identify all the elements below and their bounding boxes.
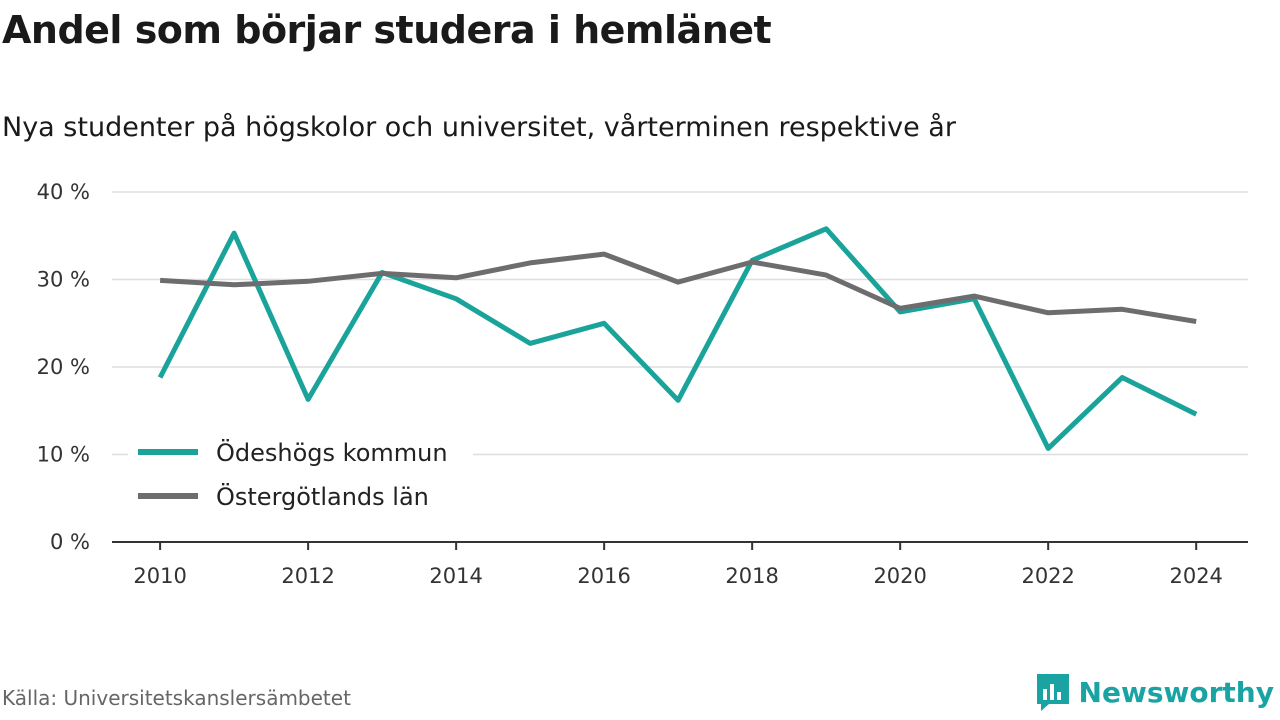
series-lines — [157, 226, 1198, 451]
x-tick-label: 2020 — [873, 564, 926, 588]
x-tick-label: 2024 — [1169, 564, 1222, 588]
series-line-1 — [157, 226, 1198, 451]
x-tick-label: 2010 — [133, 564, 186, 588]
brand-name: Newsworthy — [1078, 675, 1274, 709]
y-tick-label: 30 % — [37, 268, 90, 292]
x-tick-label: 2018 — [725, 564, 778, 588]
y-tick-label: 0 % — [50, 530, 90, 554]
chart-title: Andel som börjar studera i hemlänet — [2, 8, 772, 52]
legend: Ödeshögs kommun Östergötlands län — [128, 428, 473, 524]
x-tick-label: 2014 — [429, 564, 482, 588]
legend-label-2: Östergötlands län — [216, 482, 429, 511]
source-note: Källa: Universitetskanslersämbetet — [2, 686, 351, 710]
x-tick-label: 2012 — [281, 564, 334, 588]
newsworthy-logo-icon — [1036, 674, 1069, 711]
y-tick-label: 10 % — [37, 443, 90, 467]
y-tick-label: 20 % — [37, 355, 90, 379]
series-line-2 — [159, 251, 1197, 324]
line-chart: 0 % 10 % 20 % 30 % 40 % 2010 2012 2014 2016 2018 2… — [37, 180, 1248, 588]
gridlines — [112, 191, 1248, 456]
axes: 0 % 10 % 20 % 30 % 40 % 2010 2012 2014 2016 2018 2… — [37, 180, 1248, 588]
y-tick-label: 40 % — [37, 180, 90, 204]
chart-subtitle: Nya studenter på högskolor och universit… — [2, 112, 956, 143]
legend-label-1: Ödeshögs kommun — [216, 438, 448, 467]
x-tick-label: 2022 — [1021, 564, 1074, 588]
brand-logo: Newsworthy — [1035, 672, 1274, 712]
x-tick-label: 2016 — [577, 564, 630, 588]
legend-background — [128, 428, 473, 524]
